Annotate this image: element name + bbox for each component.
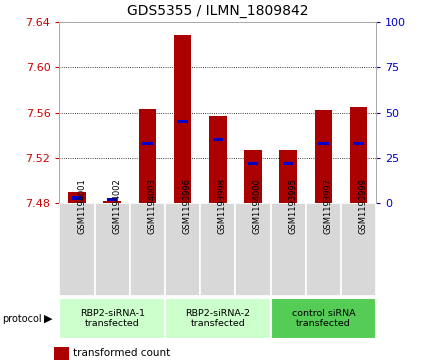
Title: GDS5355 / ILMN_1809842: GDS5355 / ILMN_1809842 bbox=[127, 4, 308, 18]
Bar bbox=[200, 203, 235, 296]
Bar bbox=[353, 142, 364, 145]
Bar bbox=[271, 298, 376, 339]
Bar bbox=[315, 110, 332, 203]
Text: transformed count: transformed count bbox=[73, 348, 171, 358]
Bar bbox=[318, 142, 329, 145]
Bar bbox=[103, 201, 121, 203]
Bar bbox=[95, 203, 130, 296]
Text: RBP2-siRNA-2
transfected: RBP2-siRNA-2 transfected bbox=[185, 309, 250, 328]
Bar bbox=[59, 298, 165, 339]
Bar bbox=[271, 203, 306, 296]
Text: GSM1193998: GSM1193998 bbox=[218, 178, 227, 234]
Bar bbox=[165, 203, 200, 296]
Text: GSM1193996: GSM1193996 bbox=[183, 178, 191, 234]
Bar bbox=[130, 203, 165, 296]
Text: GSM1194003: GSM1194003 bbox=[147, 178, 156, 234]
Text: GSM1194001: GSM1194001 bbox=[77, 178, 86, 234]
Text: protocol: protocol bbox=[2, 314, 42, 323]
Bar bbox=[213, 138, 223, 142]
Bar bbox=[350, 107, 367, 203]
Text: ▶: ▶ bbox=[44, 314, 52, 323]
Bar bbox=[72, 196, 82, 200]
Bar bbox=[174, 35, 191, 203]
Bar bbox=[306, 203, 341, 296]
Bar bbox=[59, 203, 95, 296]
Bar bbox=[139, 109, 156, 203]
Bar bbox=[107, 198, 117, 201]
Bar bbox=[54, 347, 69, 360]
Bar bbox=[68, 192, 86, 203]
Text: GSM1194002: GSM1194002 bbox=[112, 178, 121, 234]
Bar bbox=[244, 150, 262, 203]
Bar bbox=[283, 162, 293, 165]
Bar bbox=[341, 203, 376, 296]
Text: GSM1193999: GSM1193999 bbox=[359, 178, 367, 234]
Text: RBP2-siRNA-1
transfected: RBP2-siRNA-1 transfected bbox=[80, 309, 145, 328]
Text: GSM1193997: GSM1193997 bbox=[323, 178, 332, 234]
Text: GSM1193995: GSM1193995 bbox=[288, 178, 297, 234]
Text: GSM1194000: GSM1194000 bbox=[253, 178, 262, 234]
Text: control siRNA
transfected: control siRNA transfected bbox=[292, 309, 355, 328]
Bar bbox=[177, 120, 188, 123]
Bar bbox=[142, 142, 153, 145]
Bar bbox=[279, 150, 297, 203]
Bar bbox=[209, 116, 227, 203]
Bar bbox=[248, 162, 258, 165]
Bar bbox=[235, 203, 271, 296]
Bar bbox=[165, 298, 271, 339]
